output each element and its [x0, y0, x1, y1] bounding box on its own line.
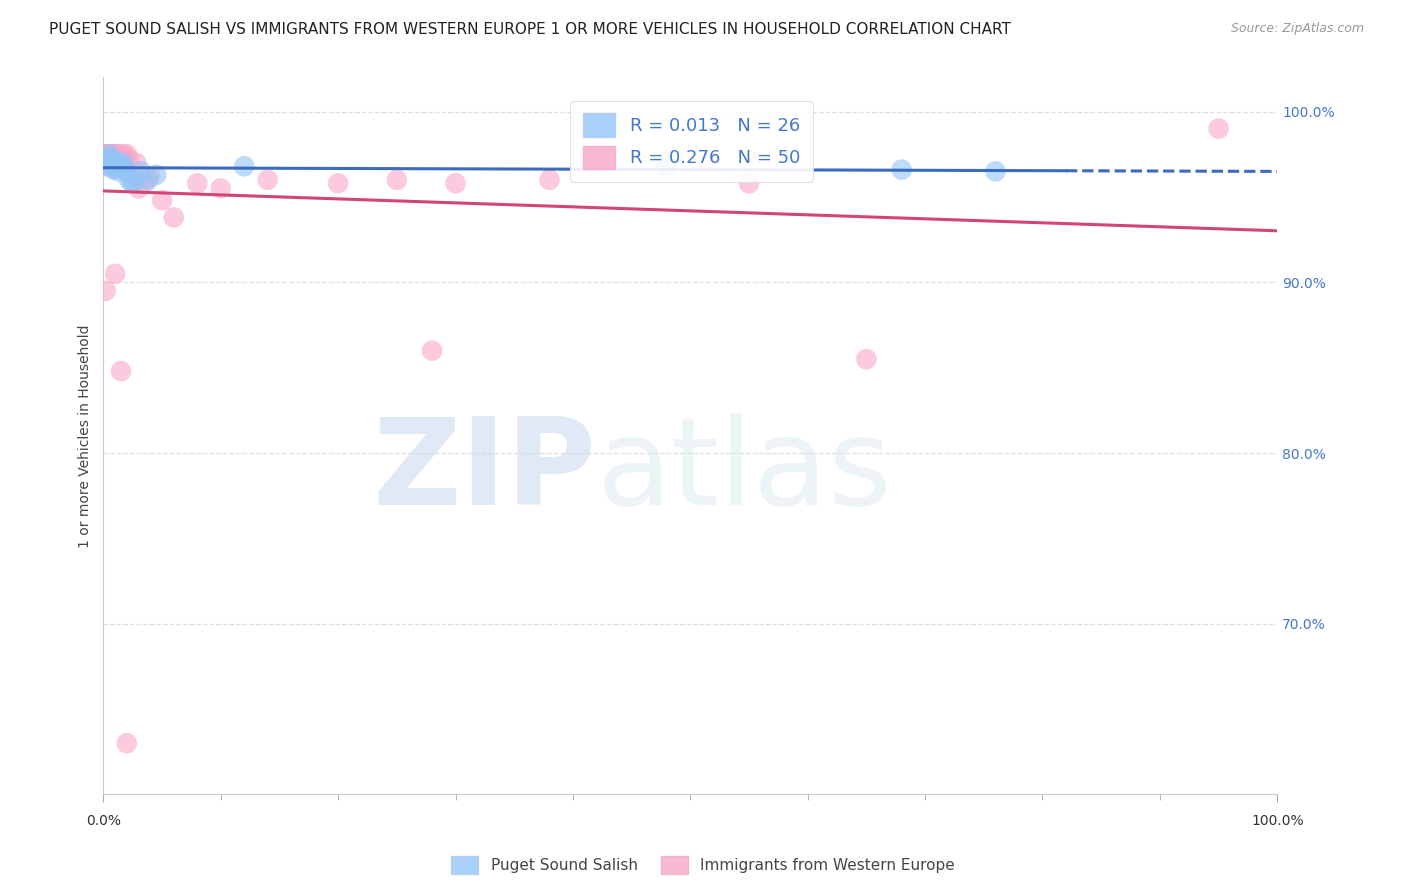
Point — [97, 153, 120, 167]
Point — [104, 267, 127, 281]
Point — [100, 147, 122, 161]
Point — [93, 153, 115, 167]
Point — [115, 164, 138, 178]
Point — [145, 168, 167, 182]
Point — [100, 153, 122, 167]
Point — [444, 176, 467, 190]
Point — [121, 173, 143, 187]
Point — [1208, 121, 1230, 136]
Point — [110, 159, 132, 173]
Point — [163, 211, 186, 225]
Point — [128, 181, 150, 195]
Point — [209, 181, 232, 195]
Point — [94, 284, 117, 298]
Text: PUGET SOUND SALISH VS IMMIGRANTS FROM WESTERN EUROPE 1 OR MORE VEHICLES IN HOUSE: PUGET SOUND SALISH VS IMMIGRANTS FROM WE… — [49, 22, 1011, 37]
Point — [118, 173, 141, 187]
Text: ZIP: ZIP — [373, 413, 596, 531]
Point — [110, 364, 132, 378]
Point — [98, 153, 121, 167]
Point — [97, 147, 120, 161]
Point — [150, 194, 173, 208]
Legend: Puget Sound Salish, Immigrants from Western Europe: Puget Sound Salish, Immigrants from West… — [444, 850, 962, 880]
Point — [655, 159, 678, 173]
Point — [93, 147, 115, 161]
Point — [104, 156, 127, 170]
Point — [96, 147, 118, 161]
Point — [738, 176, 761, 190]
Text: atlas: atlas — [596, 413, 891, 531]
Point — [94, 147, 117, 161]
Point — [538, 173, 561, 187]
Point — [114, 153, 136, 167]
Point — [115, 736, 138, 750]
Point — [984, 164, 1007, 178]
Point — [105, 159, 128, 173]
Point — [100, 159, 122, 173]
Point — [107, 156, 129, 170]
Point — [103, 147, 125, 161]
Text: Source: ZipAtlas.com: Source: ZipAtlas.com — [1230, 22, 1364, 36]
Point — [121, 176, 143, 190]
Point — [186, 176, 208, 190]
Point — [328, 176, 350, 190]
Point — [96, 159, 118, 173]
Point — [125, 156, 148, 170]
Point — [139, 169, 162, 184]
Point — [100, 151, 122, 165]
Point — [105, 159, 128, 173]
Point — [98, 147, 121, 161]
Point — [98, 147, 121, 161]
Point — [94, 156, 117, 170]
Point — [112, 156, 135, 170]
Point — [136, 173, 159, 187]
Point — [104, 161, 127, 175]
Point — [105, 147, 128, 161]
Point — [855, 352, 877, 367]
Point — [256, 173, 278, 187]
Point — [111, 153, 134, 167]
Point — [107, 164, 129, 178]
Point — [104, 147, 127, 161]
Point — [134, 176, 156, 190]
Legend: R = 0.013   N = 26, R = 0.276   N = 50: R = 0.013 N = 26, R = 0.276 N = 50 — [571, 101, 813, 181]
Point — [107, 153, 129, 167]
Point — [125, 173, 148, 187]
Point — [112, 147, 135, 161]
Point — [101, 156, 124, 170]
Point — [108, 159, 131, 173]
Y-axis label: 1 or more Vehicles in Household: 1 or more Vehicles in Household — [79, 324, 93, 548]
Point — [110, 147, 132, 161]
Point — [420, 343, 443, 358]
Point — [118, 153, 141, 167]
Point — [100, 151, 122, 165]
Point — [97, 159, 120, 173]
Point — [115, 147, 138, 161]
Point — [233, 159, 256, 173]
Point — [890, 162, 912, 177]
Point — [94, 156, 117, 170]
Point — [129, 164, 152, 178]
Point — [107, 156, 129, 170]
Point — [101, 147, 124, 161]
Point — [103, 162, 125, 177]
Point — [385, 173, 408, 187]
Point — [114, 164, 136, 178]
Point — [101, 153, 124, 167]
